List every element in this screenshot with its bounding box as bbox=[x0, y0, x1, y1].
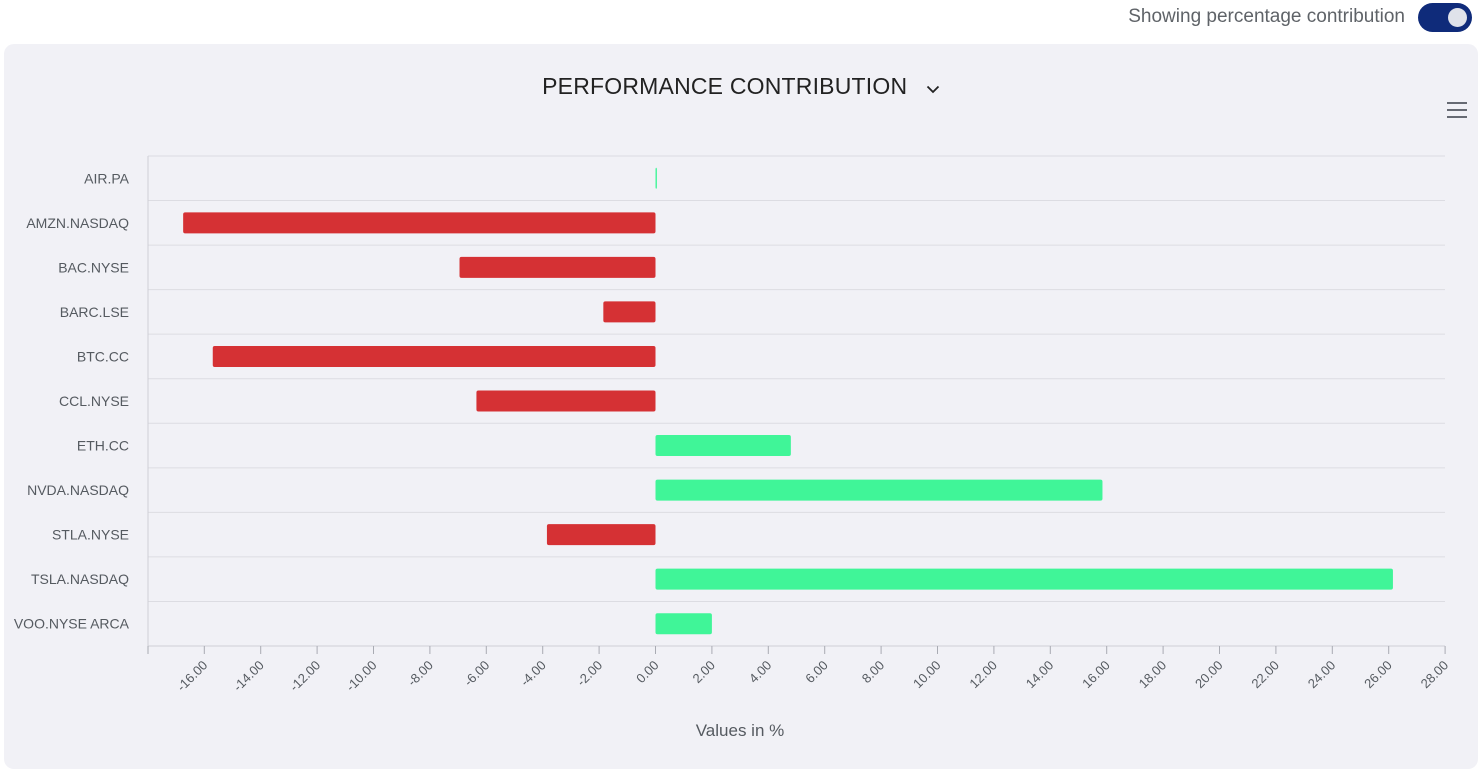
bar-bac-nyse[interactable] bbox=[459, 256, 656, 278]
bar-eth-cc[interactable] bbox=[655, 435, 791, 457]
x-tick-label: -4.00 bbox=[517, 658, 549, 690]
x-tick-label: -6.00 bbox=[461, 658, 493, 690]
x-tick-label: 8.00 bbox=[859, 658, 888, 687]
category-label: BAC.NYSE bbox=[58, 259, 129, 275]
x-tick-label: 4.00 bbox=[746, 658, 775, 687]
x-tick-label: -8.00 bbox=[404, 658, 436, 690]
x-tick-label: -16.00 bbox=[174, 658, 211, 695]
x-tick-label: 18.00 bbox=[1136, 658, 1170, 692]
bar-tsla-nasdaq[interactable] bbox=[655, 568, 1393, 590]
chart-title: PERFORMANCE CONTRIBUTION bbox=[542, 73, 908, 100]
x-tick-label: 24.00 bbox=[1305, 658, 1339, 692]
toggle-knob bbox=[1448, 7, 1467, 27]
bars bbox=[183, 167, 1393, 635]
chevron-down-icon bbox=[926, 73, 940, 100]
category-labels: AIR.PA AMZN.NASDAQ BAC.NYSE BARC.LSE BTC.CC C… bbox=[14, 170, 130, 631]
x-tick-label: 26.00 bbox=[1361, 658, 1395, 692]
x-tick-label: 20.00 bbox=[1192, 658, 1226, 692]
chart-title-dropdown[interactable]: PERFORMANCE CONTRIBUTION bbox=[4, 72, 1478, 100]
percentage-toggle-row: Showing percentage contribution bbox=[1128, 0, 1472, 34]
x-tick-label: 0.00 bbox=[633, 658, 662, 687]
bar-barc-lse[interactable] bbox=[603, 301, 656, 323]
x-tick-label: -10.00 bbox=[343, 658, 380, 695]
category-label: VOO.NYSE ARCA bbox=[14, 616, 130, 632]
category-label: CCL.NYSE bbox=[59, 393, 129, 409]
x-tick-label: -14.00 bbox=[230, 658, 267, 695]
category-label: BTC.CC bbox=[77, 348, 129, 364]
x-tick-label: 28.00 bbox=[1418, 658, 1452, 692]
bar-voo-nyse-arca[interactable] bbox=[655, 613, 712, 635]
bar-air-pa[interactable] bbox=[655, 167, 657, 189]
category-label: STLA.NYSE bbox=[52, 527, 129, 543]
category-label: AMZN.NASDAQ bbox=[26, 215, 129, 231]
bar-amzn-nasdaq[interactable] bbox=[183, 212, 656, 234]
bar-ccl-nyse[interactable] bbox=[476, 390, 656, 412]
x-tick-label: 2.00 bbox=[690, 658, 719, 687]
bar-stla-nyse[interactable] bbox=[546, 524, 656, 546]
category-label: BARC.LSE bbox=[60, 304, 129, 320]
x-tick-label: -2.00 bbox=[574, 658, 606, 690]
toggle-label: Showing percentage contribution bbox=[1128, 6, 1405, 27]
bar-nvda-nasdaq[interactable] bbox=[655, 479, 1103, 501]
bar-btc-cc[interactable] bbox=[212, 345, 656, 367]
x-tick-label: 16.00 bbox=[1079, 658, 1113, 692]
x-tick-label: 10.00 bbox=[910, 658, 944, 692]
x-axis: -16.00 -14.00 -12.00 -10.00 -8.00 -6.00 -4.00-… bbox=[147, 645, 1452, 695]
category-label: NVDA.NASDAQ bbox=[27, 482, 129, 498]
category-label: TSLA.NASDAQ bbox=[31, 571, 129, 587]
percentage-toggle[interactable] bbox=[1418, 2, 1472, 32]
category-label: AIR.PA bbox=[84, 170, 130, 186]
x-tick-label: 14.00 bbox=[1023, 658, 1057, 692]
x-tick-label: 22.00 bbox=[1248, 658, 1282, 692]
x-tick-label: 6.00 bbox=[802, 658, 831, 687]
hamburger-icon[interactable] bbox=[1447, 102, 1467, 118]
x-tick-label: -12.00 bbox=[287, 658, 324, 695]
x-tick-label: 12.00 bbox=[966, 658, 1000, 692]
chart-card: PERFORMANCE CONTRIBUTION AIR.PA AMZN.NASD… bbox=[4, 44, 1478, 769]
x-axis-title: Values in % bbox=[696, 721, 785, 740]
category-label: ETH.CC bbox=[77, 438, 129, 454]
bar-chart: AIR.PA AMZN.NASDAQ BAC.NYSE BARC.LSE BTC.CC C… bbox=[14, 155, 1452, 740]
